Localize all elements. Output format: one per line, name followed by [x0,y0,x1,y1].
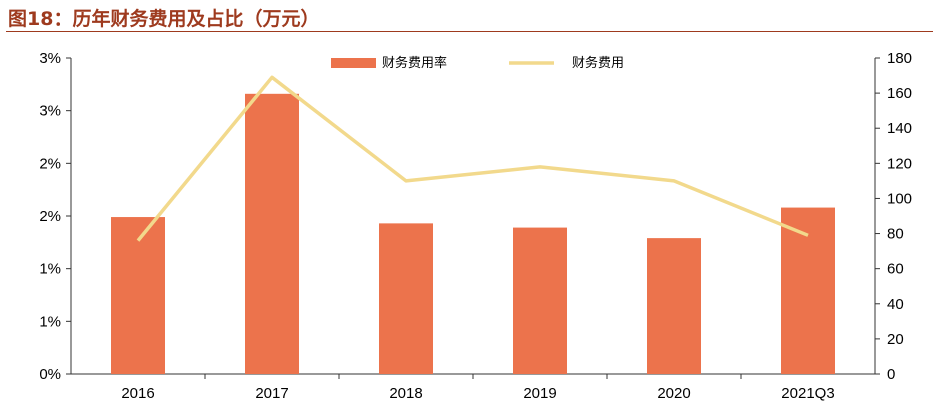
right-tick-label: 100 [887,190,912,207]
right-tick-label: 120 [887,155,912,172]
left-tick-label: 3% [39,50,61,67]
right-tick-label: 160 [887,85,912,102]
left-tick-label: 2% [39,155,61,172]
bar [781,207,835,374]
right-tick-label: 60 [887,261,904,278]
figure-title: 图18：历年财务费用及占比（万元） [8,8,320,30]
line-path [136,75,809,242]
x-tick-label: 2021Q3 [781,385,834,402]
left-tick-label: 3% [39,103,61,120]
bar [111,217,165,374]
bar [245,93,299,375]
bars [111,93,835,375]
right-tick-label: 40 [887,296,904,313]
legend-swatch-bar [331,58,376,68]
right-tick-label: 0 [887,366,895,383]
left-tick-label: 1% [39,313,61,330]
bar [647,238,701,374]
right-tick-label: 20 [887,331,904,348]
axes: 0% 1% 1% 2% 2% 3% 3% 0 20 40 60 80 100 120 140 160 180 20… [39,50,912,402]
x-tick-label: 2017 [255,385,288,402]
right-tick-label: 140 [887,120,912,137]
right-tick-label: 80 [887,226,904,243]
x-tick-label: 2020 [657,385,690,402]
x-tick-label: 2019 [523,385,556,402]
right-tick-label: 180 [887,50,912,67]
x-tick-label: 2018 [389,385,422,402]
legend-label-line: 财务费用 [572,55,624,71]
x-tick-label: 2016 [121,385,154,402]
bar [513,227,567,374]
title-divider [6,31,933,32]
left-tick-label: 1% [39,261,61,278]
legend: 财务费用率 财务费用 [331,55,624,71]
left-tick-label: 2% [39,208,61,225]
left-tick-label: 0% [39,366,61,383]
line-series [136,75,809,242]
bar [379,223,433,374]
legend-label-bar: 财务费用率 [382,55,447,71]
